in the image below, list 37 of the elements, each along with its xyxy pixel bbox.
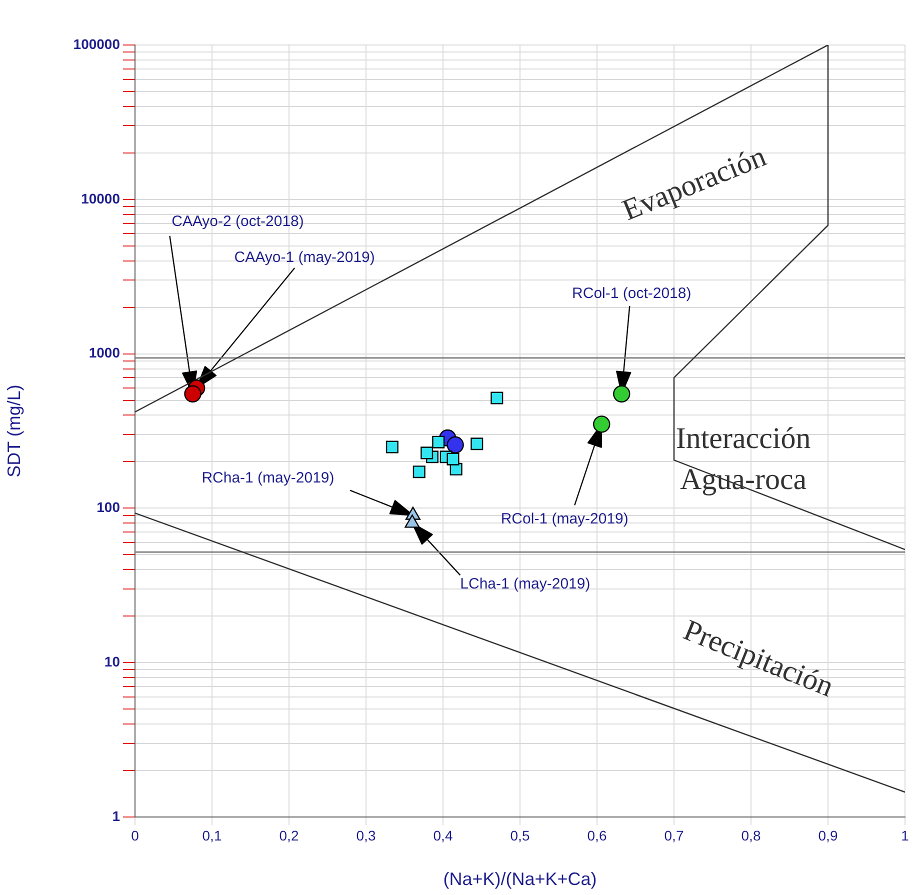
annotation: LCha-1 (may-2019) bbox=[460, 575, 590, 592]
x-tick-label: 0,3 bbox=[356, 827, 376, 844]
point bbox=[432, 436, 445, 448]
y-tick-label: 100000 bbox=[73, 36, 120, 52]
x-tick-label: 0,9 bbox=[818, 827, 838, 844]
y-tick-label: 1 bbox=[112, 808, 120, 824]
y-axis-title: SDT (mg/L) bbox=[4, 384, 24, 478]
x-tick-label: 0 bbox=[131, 827, 140, 844]
point bbox=[446, 436, 464, 454]
point bbox=[470, 438, 484, 450]
point bbox=[420, 446, 434, 460]
y-tick-label: 100 bbox=[96, 499, 120, 516]
x-tick-label: 0,7 bbox=[664, 827, 684, 844]
y-tick-label: 1000 bbox=[88, 344, 120, 361]
annotation: Interacción bbox=[676, 422, 811, 455]
annotation: RCha-1 (may-2019) bbox=[202, 469, 334, 486]
y-tick-label: 10 bbox=[104, 653, 120, 670]
x-axis-title: (Na+K)/(Na+K+Ca) bbox=[443, 869, 597, 890]
x-tick-label: 0,8 bbox=[741, 827, 761, 844]
x-tick-label: 0,6 bbox=[587, 827, 607, 844]
point bbox=[593, 416, 610, 433]
annotation: CAAyo-2 (oct-2018) bbox=[172, 213, 304, 230]
point bbox=[613, 385, 630, 402]
point bbox=[184, 385, 202, 402]
x-tick-label: 0,5 bbox=[510, 827, 530, 844]
point bbox=[386, 440, 398, 454]
x-tick-label: 0,1 bbox=[202, 827, 222, 844]
y-tick-label: 10000 bbox=[81, 190, 120, 206]
annotation: RCol-1 (oct-2018) bbox=[572, 285, 692, 302]
point bbox=[446, 452, 460, 466]
point bbox=[490, 392, 504, 404]
x-tick-label: 0,2 bbox=[279, 827, 299, 844]
x-tick-label: 0,4 bbox=[433, 827, 453, 844]
annotation: CAAyo-1 (may-2019) bbox=[234, 249, 375, 266]
x-tick-label: 1 bbox=[901, 827, 910, 844]
point bbox=[412, 466, 426, 478]
annotation: RCol-1 (may-2019) bbox=[500, 510, 628, 528]
